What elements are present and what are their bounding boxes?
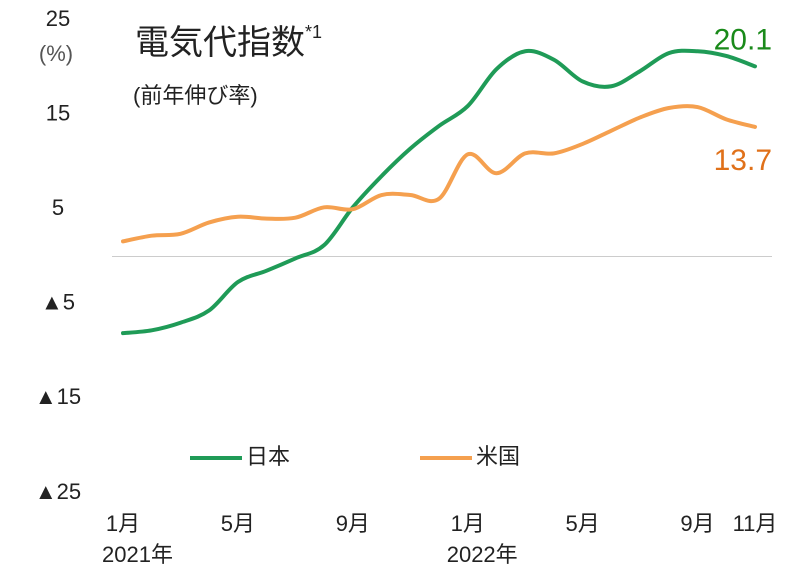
series-line xyxy=(121,104,757,244)
y-tick-label: 15 xyxy=(46,100,70,125)
y-tick-label: ▲25 xyxy=(35,479,81,504)
x-tick-label: 5月 xyxy=(221,511,255,536)
x-tick-label: 5月 xyxy=(566,511,600,536)
title-note: *1 xyxy=(305,22,322,42)
x-tick-label: 11月 xyxy=(733,511,778,536)
chart-title: 電気代指数*1 xyxy=(135,22,322,62)
title-text: 電気代指数 xyxy=(135,24,305,62)
x-group-label: 2021年 xyxy=(102,542,173,567)
legend-label: 日本 xyxy=(246,444,290,469)
end-value-label: 20.1 xyxy=(714,23,772,56)
y-tick-label: ▲5 xyxy=(41,290,75,315)
x-tick-label: 1月 xyxy=(106,511,140,536)
y-tick-label: ▲15 xyxy=(35,384,81,409)
x-tick-label: 9月 xyxy=(336,511,370,536)
legend-label: 米国 xyxy=(476,444,520,469)
subtitle: (前年伸び率) xyxy=(133,83,258,108)
y-tick-label: 5 xyxy=(52,195,64,220)
x-tick-label: 9月 xyxy=(680,511,714,536)
y-tick-label: 25 xyxy=(46,6,70,31)
x-group-label: 2022年 xyxy=(447,542,518,567)
series-line xyxy=(121,48,757,336)
x-tick-label: 1月 xyxy=(451,511,485,536)
end-value-label: 13.7 xyxy=(714,144,772,177)
y-unit: (%) xyxy=(39,41,73,66)
